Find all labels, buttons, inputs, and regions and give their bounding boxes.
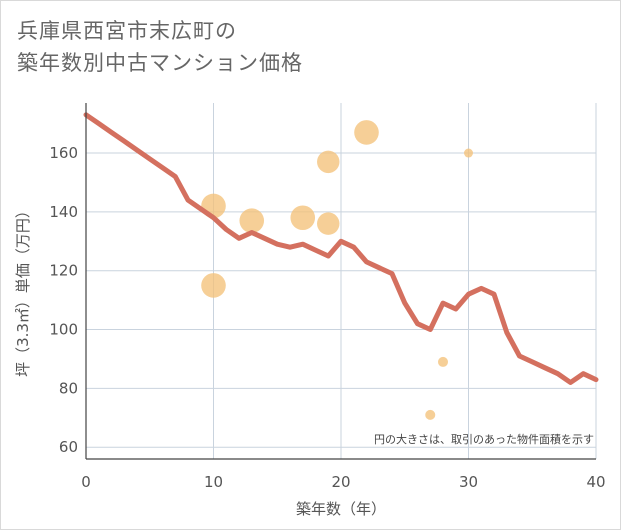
- average-price-line: [83, 112, 599, 385]
- line-layer: [83, 112, 599, 385]
- y-tick-label: 60: [59, 438, 78, 456]
- title-line-2: 築年数別中古マンション価格: [17, 51, 303, 75]
- bubble-point: [464, 148, 473, 158]
- size-note: 円の大きさは、取引のあった物件面積を示す: [374, 432, 594, 446]
- axes: 0 10 20 30 40 60 80 100 120 140 160: [49, 103, 606, 491]
- x-tick-label: 40: [586, 473, 605, 491]
- bubble-point: [317, 212, 340, 235]
- x-tick-label: 0: [81, 473, 91, 491]
- y-tick-label: 120: [49, 262, 78, 280]
- bubble-point: [437, 356, 449, 367]
- grid: [85, 103, 597, 459]
- bubble-point: [354, 120, 379, 145]
- bubble-point: [317, 150, 340, 174]
- bubble-point: [425, 409, 436, 420]
- y-tick-label: 140: [49, 203, 78, 221]
- x-tick-label: 30: [459, 473, 478, 491]
- y-tick-label: 100: [49, 321, 78, 339]
- bubble-point: [201, 273, 226, 298]
- y-tick-label: 160: [49, 144, 78, 162]
- x-tick-label: 20: [331, 473, 350, 491]
- x-axis-label: 築年数（年）: [296, 500, 386, 518]
- bubble-point: [239, 208, 265, 233]
- chart-title: 兵庫県西宮市末広町の 築年数別中古マンション価格: [17, 15, 303, 79]
- y-tick-label: 80: [59, 379, 78, 397]
- title-line-1: 兵庫県西宮市末広町の: [17, 19, 237, 43]
- bubble-layer: [201, 120, 473, 420]
- bubble-point: [290, 205, 316, 231]
- y-axis-label: 坪（3.3㎡）単価（万円）: [14, 203, 32, 377]
- x-tick-label: 10: [204, 473, 223, 491]
